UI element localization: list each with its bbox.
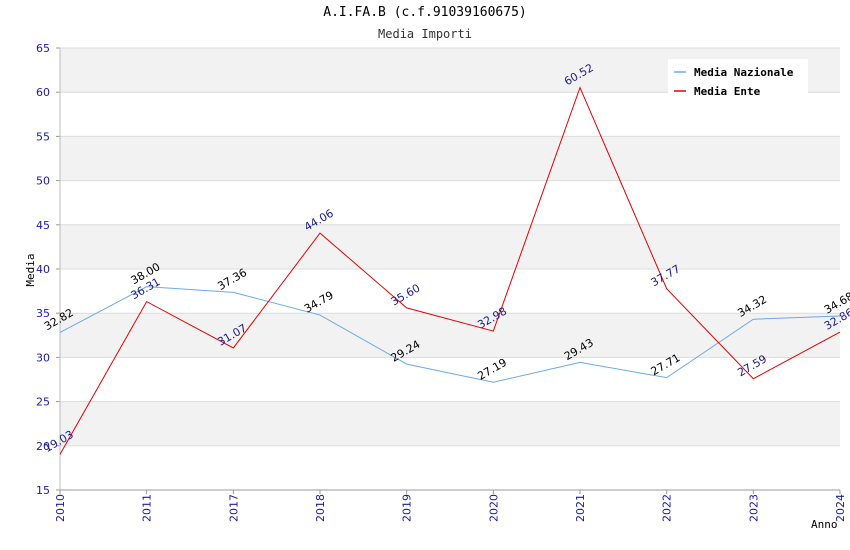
x-tick-label: 2011	[141, 494, 154, 522]
legend-label: Media Nazionale	[694, 66, 794, 79]
grid-band	[60, 92, 840, 137]
x-tick-label: 2021	[574, 494, 587, 522]
grid-band	[60, 269, 840, 314]
grid-band	[60, 357, 840, 402]
x-axis-title: Anno	[811, 518, 838, 531]
chart-subtitle: Media Importi	[378, 27, 472, 41]
y-axis-title: Media	[24, 253, 37, 286]
x-tick-label: 2020	[487, 494, 500, 522]
y-tick-label: 25	[36, 396, 50, 409]
x-tick-label: 2018	[314, 494, 327, 522]
x-tick-label: 2019	[401, 494, 414, 522]
y-tick-label: 40	[36, 263, 50, 276]
grid-band	[60, 401, 840, 446]
legend: Media Nazionale Media Ente	[668, 59, 808, 99]
x-axis-ticks: 2010 2011 2017 2018 2019 2020 2021 2022 2023 2024	[54, 490, 847, 522]
series-line-media-ente	[59, 86, 841, 455]
x-tick-label: 2022	[661, 494, 674, 522]
x-tick-label: 2017	[227, 494, 240, 522]
y-tick-label: 45	[36, 219, 50, 232]
y-axis-ticks: 15 20 25 30 35 40 45 50 55 60 65	[36, 42, 50, 497]
chart-title: A.I.FA.B (c.f.91039160675)	[323, 5, 527, 20]
x-tick-label: 2010	[54, 494, 67, 522]
x-tick-label: 2024	[834, 494, 847, 522]
grid-band	[60, 445, 840, 490]
grid-bands	[60, 48, 840, 490]
y-tick-label: 20	[36, 440, 50, 453]
y-tick-label: 15	[36, 484, 50, 497]
legend-box	[668, 59, 808, 99]
y-tick-label: 65	[36, 42, 50, 55]
y-tick-label: 35	[36, 307, 50, 320]
grid-band	[60, 180, 840, 225]
series-lines	[59, 86, 841, 455]
y-tick-label: 60	[36, 86, 50, 99]
y-tick-label: 30	[36, 351, 50, 364]
y-tick-label: 55	[36, 130, 50, 143]
series-line-media-nazionale	[59, 286, 841, 383]
x-tick-label: 2023	[747, 494, 760, 522]
legend-label: Media Ente	[694, 85, 761, 98]
grid-band	[60, 136, 840, 181]
grid-band	[60, 224, 840, 269]
y-tick-label: 50	[36, 175, 50, 188]
grid-band	[60, 313, 840, 358]
